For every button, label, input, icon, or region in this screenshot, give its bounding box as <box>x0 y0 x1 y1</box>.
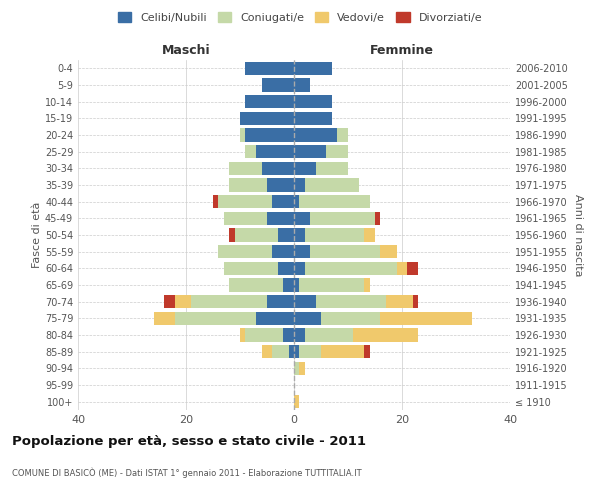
Bar <box>256 312 294 325</box>
Bar <box>294 362 299 375</box>
Bar <box>364 278 370 291</box>
Bar <box>245 328 283 342</box>
Bar <box>240 128 245 141</box>
Bar <box>310 212 375 225</box>
Bar <box>294 312 321 325</box>
Legend: Celibi/Nubili, Coniugati/e, Vedovi/e, Divorziati/e: Celibi/Nubili, Coniugati/e, Vedovi/e, Di… <box>113 8 487 28</box>
Bar <box>305 228 364 241</box>
Bar <box>272 245 294 258</box>
Bar <box>294 62 332 75</box>
Bar <box>278 262 294 275</box>
Bar <box>299 362 305 375</box>
Bar <box>245 128 294 141</box>
Bar <box>262 162 294 175</box>
Bar <box>407 262 418 275</box>
Bar <box>321 345 364 358</box>
Bar <box>294 95 332 108</box>
Bar <box>294 328 305 342</box>
Bar <box>294 78 310 92</box>
Bar <box>294 145 326 158</box>
Bar <box>397 262 407 275</box>
Bar <box>229 178 267 192</box>
Bar <box>267 295 294 308</box>
Bar <box>245 145 256 158</box>
Y-axis label: Fasce di età: Fasce di età <box>32 202 42 268</box>
Bar <box>353 328 418 342</box>
Bar <box>267 178 294 192</box>
Bar <box>364 345 370 358</box>
Bar <box>229 278 283 291</box>
Bar <box>294 345 299 358</box>
Bar <box>305 328 353 342</box>
Bar <box>316 162 348 175</box>
Bar <box>235 228 278 241</box>
Bar <box>294 128 337 141</box>
Bar <box>262 345 272 358</box>
Bar <box>386 295 413 308</box>
Bar <box>272 345 289 358</box>
Bar <box>413 295 418 308</box>
Bar <box>224 212 267 225</box>
Bar <box>229 162 262 175</box>
Bar <box>305 178 359 192</box>
Bar <box>229 228 235 241</box>
Bar <box>380 312 472 325</box>
Bar <box>283 278 294 291</box>
Bar <box>289 345 294 358</box>
Text: Femmine: Femmine <box>370 44 434 57</box>
Text: Maschi: Maschi <box>161 44 211 57</box>
Bar <box>294 278 299 291</box>
Bar <box>299 345 321 358</box>
Bar <box>310 245 380 258</box>
Bar <box>175 295 191 308</box>
Text: COMUNE DI BASICÒ (ME) - Dati ISTAT 1° gennaio 2011 - Elaborazione TUTTITALIA.IT: COMUNE DI BASICÒ (ME) - Dati ISTAT 1° ge… <box>12 468 362 478</box>
Bar <box>213 195 218 208</box>
Bar <box>218 195 272 208</box>
Bar <box>337 128 348 141</box>
Bar <box>191 295 267 308</box>
Bar <box>294 112 332 125</box>
Bar <box>245 95 294 108</box>
Bar <box>224 262 278 275</box>
Bar <box>375 212 380 225</box>
Bar <box>299 195 370 208</box>
Bar <box>294 262 305 275</box>
Bar <box>267 212 294 225</box>
Bar <box>218 245 272 258</box>
Bar <box>305 262 397 275</box>
Bar <box>294 395 299 408</box>
Bar <box>245 62 294 75</box>
Bar <box>175 312 256 325</box>
Bar <box>380 245 397 258</box>
Bar <box>294 295 316 308</box>
Bar <box>154 312 175 325</box>
Bar <box>262 78 294 92</box>
Bar <box>294 195 299 208</box>
Bar <box>240 328 245 342</box>
Bar <box>294 228 305 241</box>
Bar <box>364 228 375 241</box>
Bar <box>294 178 305 192</box>
Bar <box>256 145 294 158</box>
Bar <box>321 312 380 325</box>
Y-axis label: Anni di nascita: Anni di nascita <box>573 194 583 276</box>
Bar <box>294 212 310 225</box>
Bar <box>326 145 348 158</box>
Bar <box>294 245 310 258</box>
Bar <box>316 295 386 308</box>
Text: Popolazione per età, sesso e stato civile - 2011: Popolazione per età, sesso e stato civil… <box>12 435 366 448</box>
Bar <box>278 228 294 241</box>
Bar <box>240 112 294 125</box>
Bar <box>164 295 175 308</box>
Bar <box>272 195 294 208</box>
Bar <box>299 278 364 291</box>
Bar <box>294 162 316 175</box>
Bar <box>283 328 294 342</box>
